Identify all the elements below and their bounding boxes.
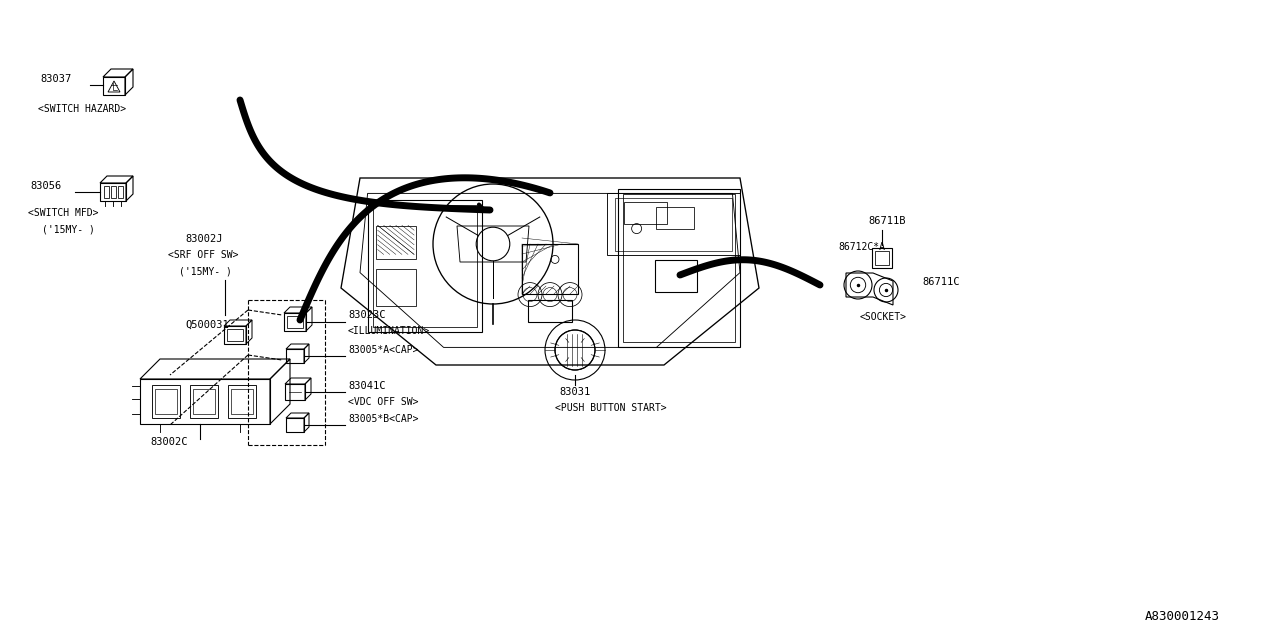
Text: <SRF OFF SW>: <SRF OFF SW> bbox=[168, 250, 238, 260]
Text: <PUSH BUTTON START>: <PUSH BUTTON START> bbox=[556, 403, 667, 413]
Bar bbox=[618, 189, 740, 348]
Bar bbox=[625, 202, 667, 224]
Text: Q500031: Q500031 bbox=[186, 320, 229, 330]
Text: 86711C: 86711C bbox=[922, 277, 960, 287]
Bar bbox=[375, 227, 416, 259]
Bar bbox=[372, 205, 476, 327]
Bar bbox=[522, 244, 579, 294]
Text: 83002J: 83002J bbox=[186, 234, 223, 244]
Bar bbox=[623, 194, 735, 342]
Text: <VDC OFF SW>: <VDC OFF SW> bbox=[348, 397, 419, 407]
Bar bbox=[614, 198, 732, 251]
Text: <SWITCH MFD>: <SWITCH MFD> bbox=[28, 208, 99, 218]
Bar bbox=[607, 193, 740, 255]
Text: 83037: 83037 bbox=[40, 74, 72, 84]
Text: A830001243: A830001243 bbox=[1146, 610, 1220, 623]
Text: 86712C*A: 86712C*A bbox=[838, 242, 884, 252]
Bar bbox=[367, 200, 481, 332]
Text: <SOCKET>: <SOCKET> bbox=[860, 312, 908, 322]
Text: ('15MY- ): ('15MY- ) bbox=[179, 266, 232, 276]
Text: 83005*A<CAP>: 83005*A<CAP> bbox=[348, 345, 419, 355]
Text: <SWITCH HAZARD>: <SWITCH HAZARD> bbox=[38, 104, 127, 114]
Bar bbox=[529, 300, 572, 322]
Text: <ILLUMINATION>: <ILLUMINATION> bbox=[348, 326, 430, 336]
Text: 83041C: 83041C bbox=[348, 381, 385, 391]
Bar bbox=[876, 251, 890, 265]
Text: 83002C: 83002C bbox=[150, 437, 187, 447]
Bar bbox=[657, 207, 695, 228]
Bar bbox=[655, 260, 698, 292]
Text: 83005*B<CAP>: 83005*B<CAP> bbox=[348, 414, 419, 424]
Text: 86711B: 86711B bbox=[868, 216, 905, 226]
Text: ('15MY- ): ('15MY- ) bbox=[42, 224, 95, 234]
Text: 83023C: 83023C bbox=[348, 310, 385, 320]
Text: 83056: 83056 bbox=[29, 181, 61, 191]
Text: 83031: 83031 bbox=[559, 387, 590, 397]
Bar bbox=[872, 248, 892, 268]
Bar bbox=[375, 269, 416, 306]
